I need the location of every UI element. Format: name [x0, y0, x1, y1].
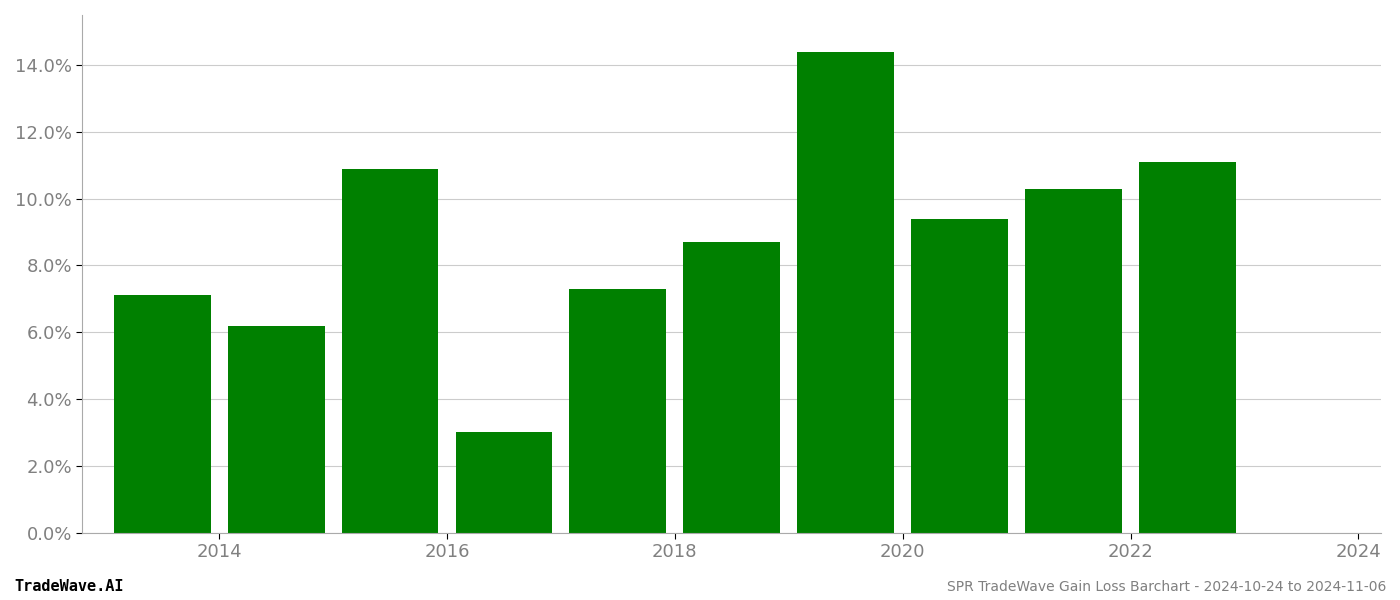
- Bar: [113, 295, 210, 533]
- Text: SPR TradeWave Gain Loss Barchart - 2024-10-24 to 2024-11-06: SPR TradeWave Gain Loss Barchart - 2024-…: [946, 580, 1386, 594]
- Bar: [455, 433, 553, 533]
- Bar: [911, 218, 1008, 533]
- Bar: [342, 169, 438, 533]
- Bar: [797, 52, 895, 533]
- Text: TradeWave.AI: TradeWave.AI: [14, 579, 123, 594]
- Bar: [570, 289, 666, 533]
- Bar: [683, 242, 780, 533]
- Bar: [228, 326, 325, 533]
- Bar: [1140, 162, 1236, 533]
- Bar: [1025, 188, 1121, 533]
